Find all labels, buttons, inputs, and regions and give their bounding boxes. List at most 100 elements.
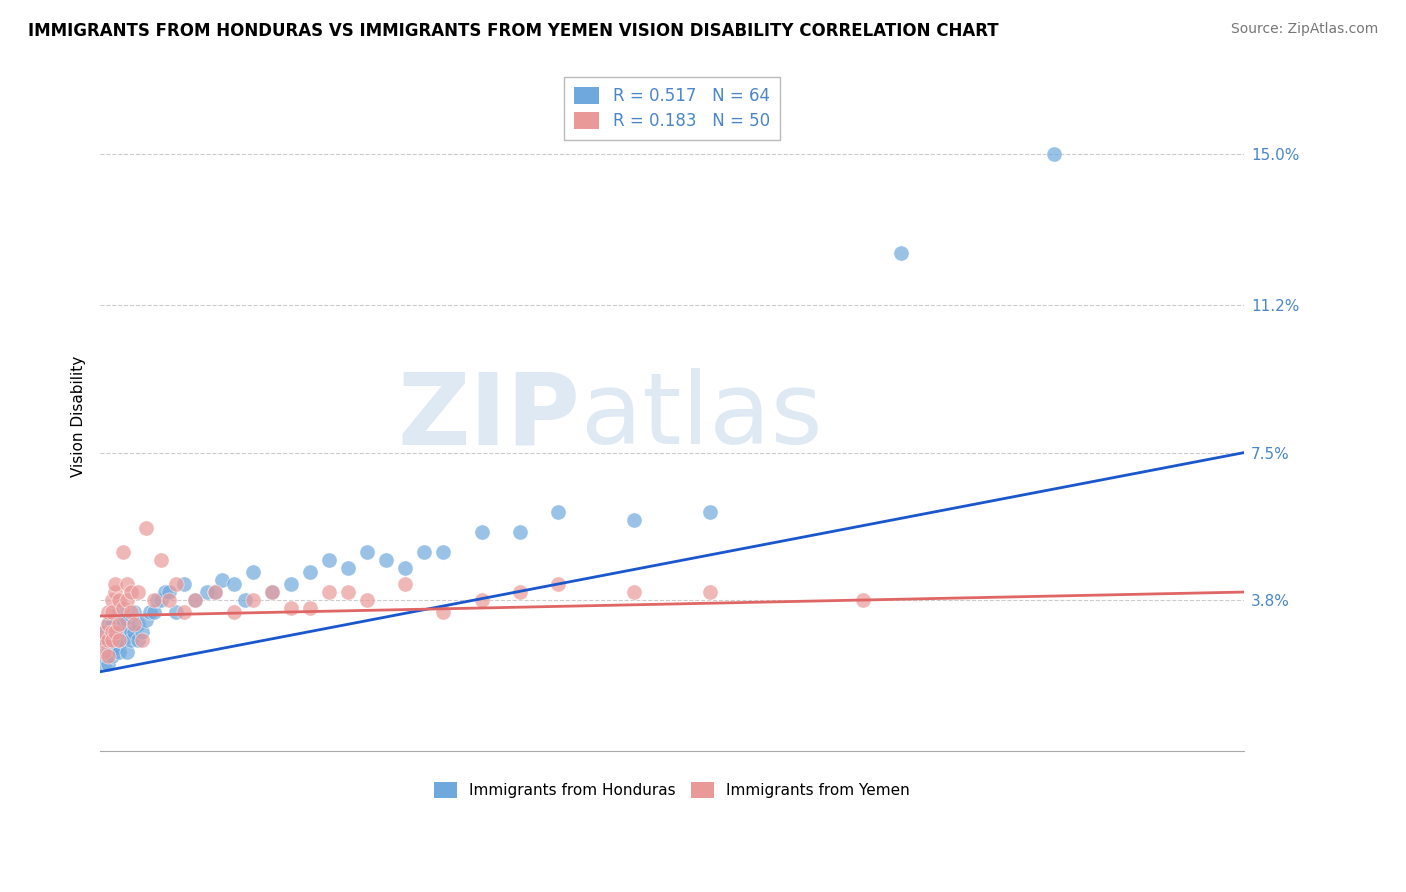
Legend: Immigrants from Honduras, Immigrants from Yemen: Immigrants from Honduras, Immigrants fro…	[429, 776, 917, 804]
Point	[150, 593, 173, 607]
Text: IMMIGRANTS FROM HONDURAS VS IMMIGRANTS FROM YEMEN VISION DISABILITY CORRELATION : IMMIGRANTS FROM HONDURAS VS IMMIGRANTS F…	[28, 22, 998, 40]
Point	[146, 593, 169, 607]
Point	[108, 632, 131, 647]
Point	[150, 553, 173, 567]
Point	[165, 605, 187, 619]
Point	[184, 593, 207, 607]
Point	[97, 616, 120, 631]
Point	[211, 573, 233, 587]
Point	[173, 577, 195, 591]
Point	[100, 616, 122, 631]
Point	[280, 577, 302, 591]
Point	[108, 645, 131, 659]
Point	[93, 645, 115, 659]
Point	[165, 577, 187, 591]
Point	[108, 593, 131, 607]
Point	[890, 246, 912, 260]
Point	[135, 613, 157, 627]
Point	[356, 545, 378, 559]
Point	[233, 593, 256, 607]
Point	[97, 645, 120, 659]
Point	[111, 616, 134, 631]
Point	[100, 624, 122, 639]
Point	[104, 577, 127, 591]
Point	[222, 605, 245, 619]
Point	[93, 632, 115, 647]
Point	[142, 593, 165, 607]
Point	[623, 513, 645, 527]
Point	[100, 605, 122, 619]
Point	[394, 561, 416, 575]
Point	[127, 616, 149, 631]
Point	[100, 640, 122, 655]
Point	[298, 601, 321, 615]
Point	[375, 553, 398, 567]
Point	[108, 616, 131, 631]
Point	[153, 585, 176, 599]
Point	[108, 605, 131, 619]
Y-axis label: Vision Disability: Vision Disability	[72, 356, 86, 477]
Point	[97, 632, 120, 647]
Point	[432, 605, 454, 619]
Point	[115, 577, 138, 591]
Point	[547, 505, 569, 519]
Point	[509, 525, 531, 540]
Point	[138, 605, 160, 619]
Text: ZIP: ZIP	[398, 368, 581, 466]
Point	[337, 561, 360, 575]
Point	[242, 593, 264, 607]
Point	[356, 593, 378, 607]
Point	[104, 624, 127, 639]
Point	[124, 605, 146, 619]
Point	[699, 585, 721, 599]
Point	[195, 585, 218, 599]
Point	[242, 565, 264, 579]
Point	[120, 605, 142, 619]
Point	[120, 585, 142, 599]
Point	[97, 657, 120, 671]
Point	[124, 616, 146, 631]
Text: atlas: atlas	[581, 368, 823, 466]
Point	[115, 613, 138, 627]
Point	[699, 505, 721, 519]
Point	[142, 605, 165, 619]
Point	[131, 632, 153, 647]
Point	[852, 593, 875, 607]
Point	[100, 648, 122, 663]
Point	[470, 525, 492, 540]
Text: Source: ZipAtlas.com: Source: ZipAtlas.com	[1230, 22, 1378, 37]
Point	[432, 545, 454, 559]
Point	[173, 605, 195, 619]
Point	[111, 632, 134, 647]
Point	[115, 624, 138, 639]
Point	[97, 632, 120, 647]
Point	[115, 645, 138, 659]
Point	[280, 601, 302, 615]
Point	[131, 624, 153, 639]
Point	[127, 585, 149, 599]
Point	[93, 657, 115, 671]
Point	[115, 593, 138, 607]
Point	[111, 545, 134, 559]
Point	[100, 624, 122, 639]
Point	[298, 565, 321, 579]
Point	[623, 585, 645, 599]
Point	[120, 624, 142, 639]
Point	[127, 632, 149, 647]
Point	[108, 632, 131, 647]
Point	[318, 553, 340, 567]
Point	[120, 632, 142, 647]
Point	[124, 624, 146, 639]
Point	[222, 577, 245, 591]
Point	[135, 521, 157, 535]
Point	[470, 593, 492, 607]
Point	[104, 640, 127, 655]
Point	[104, 624, 127, 639]
Point	[104, 632, 127, 647]
Point	[93, 624, 115, 639]
Point	[260, 585, 283, 599]
Point	[509, 585, 531, 599]
Point	[93, 632, 115, 647]
Point	[104, 585, 127, 599]
Point	[157, 585, 180, 599]
